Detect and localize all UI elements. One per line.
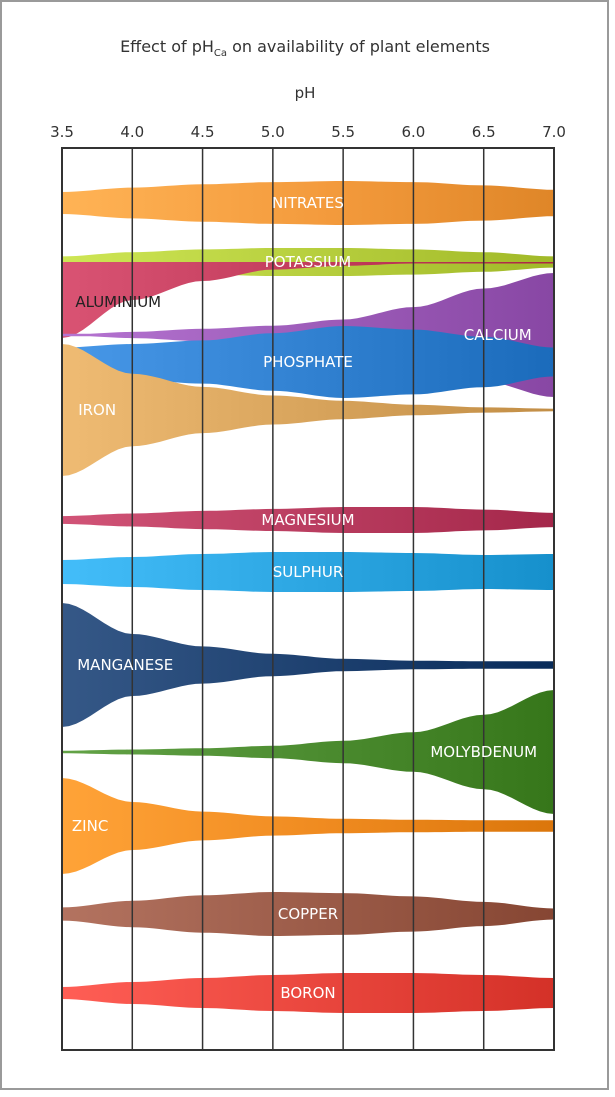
x-tick-label: 6.0: [401, 123, 425, 141]
band-label-iron: IRON: [78, 401, 116, 419]
band-label-aluminium: ALUMINIUM: [75, 293, 161, 311]
chart-title: Effect of pHCa on availability of plant …: [120, 37, 490, 59]
band-label-zinc: ZINC: [72, 817, 108, 835]
band-sulphur: [62, 552, 554, 592]
band-label-molybdenum: MOLYBDENUM: [430, 743, 537, 761]
band-phosphate: [62, 326, 554, 398]
band-iron: [62, 344, 554, 476]
band-molybdenum: [62, 690, 554, 814]
x-axis-label: pH: [295, 84, 316, 102]
title-main: Effect of pH: [120, 37, 214, 56]
band-magnesium: [62, 507, 554, 533]
band-label-potassium: POTASSIUM: [265, 253, 352, 271]
band-nitrates: [62, 181, 554, 225]
band-label-magnesium: MAGNESIUM: [261, 511, 354, 529]
band-zinc: [62, 778, 554, 874]
x-ticks: 3.5 4.0 4.5 5.0 5.5 6.0 6.5 7.0: [50, 123, 566, 141]
title-rest: on availability of plant elements: [227, 37, 490, 56]
plot-border: [61, 147, 555, 1051]
grid-lines: [61, 147, 555, 1051]
band-label-calcium: CALCIUM: [464, 326, 532, 344]
band-aluminium: [62, 262, 554, 338]
x-tick-label: 7.0: [542, 123, 566, 141]
band-label-sulphur: SULPHUR: [273, 563, 344, 581]
band-label-phosphate: PHOSPHATE: [263, 353, 353, 371]
band-manganese: [62, 603, 554, 727]
element-labels: NITRATES POTASSIUM ALUMINIUM CALCIUM PHOSPHA…: [72, 194, 537, 1002]
x-tick-label: 6.5: [472, 123, 496, 141]
band-copper: [62, 892, 554, 936]
element-bands: [62, 181, 554, 1013]
band-label-boron: BORON: [280, 984, 335, 1002]
x-tick-label: 5.0: [261, 123, 285, 141]
band-label-copper: COPPER: [278, 905, 338, 923]
band-boron: [62, 973, 554, 1013]
x-tick-label: 4.5: [191, 123, 215, 141]
x-tick-label: 5.5: [331, 123, 355, 141]
svg-text:Effect of pHCa on availability: Effect of pHCa on availability of plant …: [120, 37, 490, 59]
title-subscript: Ca: [214, 48, 227, 59]
x-tick-label: 3.5: [50, 123, 74, 141]
band-label-nitrates: NITRATES: [272, 194, 344, 212]
band-label-manganese: MANGANESE: [77, 656, 173, 674]
x-tick-label: 4.0: [120, 123, 144, 141]
